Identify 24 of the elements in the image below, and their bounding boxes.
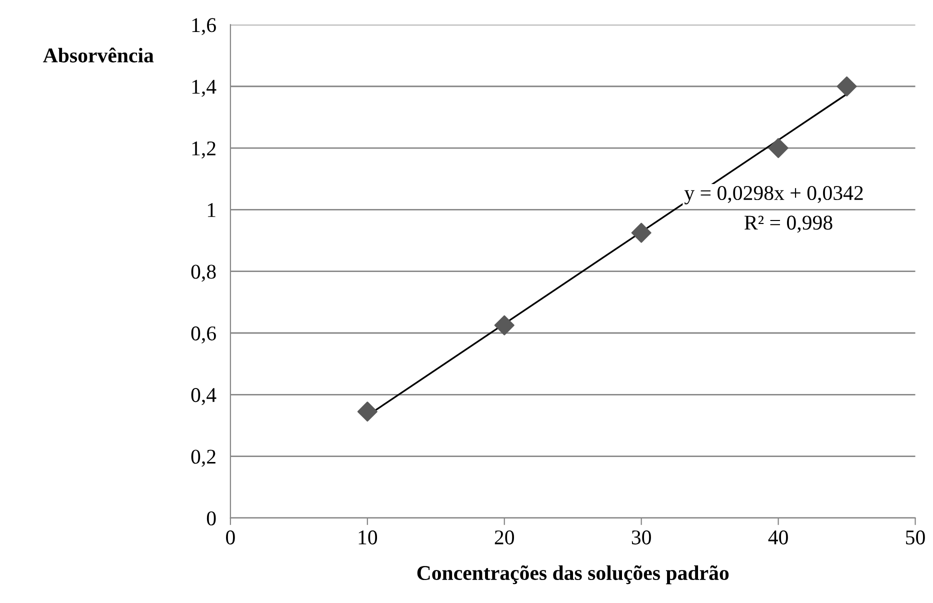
y-axis-title: Absorvência	[43, 48, 154, 62]
point	[768, 138, 788, 158]
annotation: y = 0,0298x + 0,0342	[684, 186, 863, 204]
x-axis-title: Concentrações das soluções padrão	[417, 565, 729, 584]
y-tick-label: 1,6	[192, 18, 216, 36]
x-tick-label: 30	[632, 530, 651, 544]
x-tick-label: 50	[906, 530, 925, 544]
y-tick-label: 1	[208, 203, 216, 217]
x-tick-label: 0	[226, 530, 235, 544]
x-tick-label: 40	[768, 530, 788, 544]
x-tick-label: 20	[494, 530, 514, 544]
point	[631, 222, 652, 243]
y-tick-label: 0,2	[191, 450, 216, 467]
y-tick-label: 0,4	[191, 388, 216, 406]
y-tick-label: 0	[206, 511, 216, 526]
y-tick-label: 0,6	[191, 326, 216, 344]
x-tick-label: 10	[358, 530, 378, 544]
annotation: R² = 0,998	[744, 216, 832, 233]
point	[494, 315, 514, 336]
y-tick-label: 1,4	[192, 80, 216, 97]
point	[357, 402, 378, 422]
y-tick-label: 0,8	[191, 264, 216, 282]
point	[836, 76, 857, 96]
y-tick-label: 1,2	[192, 141, 216, 158]
